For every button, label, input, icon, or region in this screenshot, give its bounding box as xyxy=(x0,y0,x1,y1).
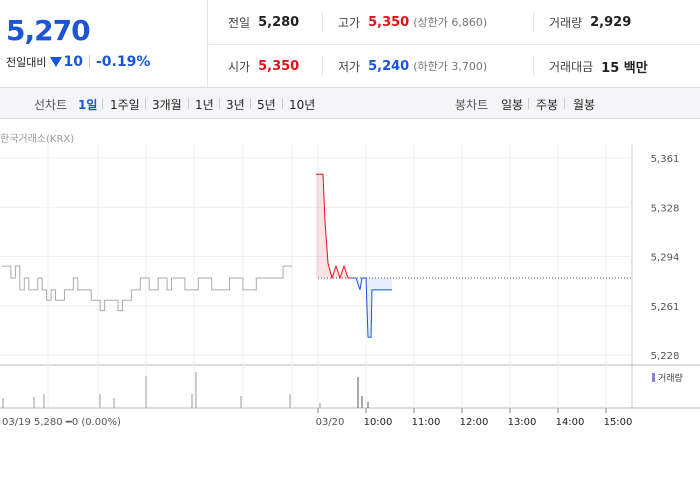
divider xyxy=(219,98,220,109)
divider xyxy=(145,98,146,109)
y-axis-ticks: 5,361 5,328 5,294 5,261 5,228 xyxy=(651,154,680,362)
divider xyxy=(564,98,565,109)
divider xyxy=(322,56,323,76)
divider xyxy=(102,98,103,109)
divider xyxy=(533,12,534,32)
quote-panel: 5,270 전일대비 10 -0.19% 전일 5,280 시가 5,350 고… xyxy=(0,0,700,88)
x-tick-label: 11:00 xyxy=(412,417,441,428)
open-value: 5,350 xyxy=(258,58,300,74)
range-3y[interactable]: 3년 xyxy=(226,98,245,112)
range-5y[interactable]: 5년 xyxy=(257,98,276,112)
line-chart-label: 선차트 xyxy=(34,98,68,112)
candle-monthly[interactable]: 월봉 xyxy=(573,98,596,112)
low-value: 5,240 xyxy=(368,58,410,74)
low-label: 저가 xyxy=(338,59,361,74)
volume-value: 2,929 xyxy=(590,14,632,30)
high-label: 고가 xyxy=(338,15,361,30)
chart-grid xyxy=(0,145,700,409)
range-3m[interactable]: 3개월 xyxy=(152,98,182,112)
y-tick-label: 5,261 xyxy=(651,302,680,313)
candle-chart-label: 봉차트 xyxy=(455,98,489,112)
volume-label: 거래량 xyxy=(549,15,583,30)
price-series xyxy=(2,173,632,338)
down-triangle-icon xyxy=(50,57,63,67)
change-label: 전일대비 xyxy=(6,56,47,69)
current-price: 5,270 xyxy=(6,14,91,47)
open-label: 시가 xyxy=(228,59,251,74)
x-tick-label: 15:00 xyxy=(604,417,633,428)
low-cell: 저가 5,240 (하한가 3,700) xyxy=(338,44,487,88)
prev-close-value: 5,280 xyxy=(258,14,300,30)
range-1d[interactable]: 1일 xyxy=(78,98,98,112)
amount-label: 거래대금 xyxy=(549,59,594,74)
y-tick-label: 5,328 xyxy=(651,203,680,214)
prev-close-label: 전일 xyxy=(228,15,251,30)
today-up-line xyxy=(316,173,352,280)
y-tick-label: 5,294 xyxy=(651,253,680,264)
range-1w[interactable]: 1주일 xyxy=(110,98,140,112)
divider xyxy=(322,12,323,32)
y-tick-label: 5,228 xyxy=(651,351,680,362)
divider xyxy=(88,55,90,69)
prev-close-cell: 전일 5,280 xyxy=(228,0,299,44)
volume-cell: 거래량 2,929 xyxy=(549,0,631,44)
data-source: 한국거래소(KRX) xyxy=(0,134,75,145)
down-area xyxy=(352,277,392,338)
volume-bars: 거래량 xyxy=(2,372,683,408)
open-cell: 시가 5,350 xyxy=(228,44,299,88)
x-tick-label: 13:00 xyxy=(508,417,537,428)
up-area xyxy=(316,174,352,278)
amount-cell: 거래대금 15 백만 xyxy=(549,44,648,88)
divider xyxy=(528,98,529,109)
price-box: 5,270 전일대비 10 -0.19% xyxy=(0,0,208,88)
divider xyxy=(188,98,189,109)
y-tick-label: 5,361 xyxy=(651,154,680,165)
amount-value: 15 백만 xyxy=(601,60,648,76)
divider xyxy=(209,44,700,45)
upper-limit-note: (상한가 6,860) xyxy=(413,16,488,29)
change-pct: -0.19% xyxy=(95,54,151,70)
range-1y[interactable]: 1년 xyxy=(195,98,214,112)
high-value: 5,350 xyxy=(368,14,410,30)
chart-toolbar: 선차트 1일 1주일 3개월 1년 3년 5년 10년 봉차트 일봉 주봉 월봉 xyxy=(0,88,700,119)
x-tick-label: 14:00 xyxy=(556,417,585,428)
divider xyxy=(250,98,251,109)
x-tick-label: 10:00 xyxy=(364,417,393,428)
divider xyxy=(533,56,534,76)
prev-day-summary: 5,280 ━0 (0.00%) xyxy=(34,417,121,428)
candle-daily[interactable]: 일봉 xyxy=(501,98,524,112)
x-axis: 03/19 5,280 ━0 (0.00%) 03/20 10:00 11:00 12:0… xyxy=(2,408,632,428)
volume-legend-label: 거래량 xyxy=(658,372,683,384)
volume-legend-swatch xyxy=(652,373,655,382)
prev-day-label: 03/19 xyxy=(2,417,31,428)
change-abs: 10 xyxy=(63,54,83,70)
x-tick-label: 12:00 xyxy=(460,417,489,428)
candle-weekly[interactable]: 주봉 xyxy=(536,98,559,112)
prev-day-line xyxy=(2,265,292,312)
high-cell: 고가 5,350 (상한가 6,860) xyxy=(338,0,487,44)
range-10y[interactable]: 10년 xyxy=(289,98,316,112)
divider xyxy=(282,98,283,109)
lower-limit-note: (하한가 3,700) xyxy=(413,60,488,73)
today-down-line xyxy=(352,277,392,338)
change-row: 전일대비 10 -0.19% xyxy=(6,54,150,70)
x-tick-label: 03/20 xyxy=(316,417,345,428)
